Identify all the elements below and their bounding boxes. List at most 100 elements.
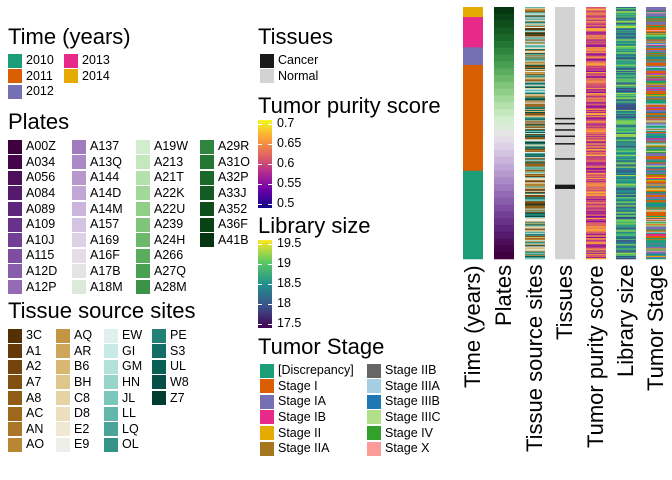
libsize-cell [616, 218, 636, 220]
tss-cell [525, 13, 545, 15]
tss-cell [525, 37, 545, 39]
tss-cell [525, 211, 545, 214]
tss-cell [525, 192, 545, 195]
plate-cell [494, 197, 514, 205]
legend-item: Stage IIIC [367, 409, 441, 426]
legend-key [56, 422, 70, 437]
libsize-cell [616, 113, 636, 115]
stage-cell [646, 65, 666, 68]
legend-title-time: Time (years) [8, 24, 131, 49]
libsize-cell [616, 81, 636, 83]
tss-cell [525, 101, 545, 103]
purity-cell [586, 115, 606, 117]
stage-cell [646, 137, 666, 139]
purity-cell [586, 238, 606, 240]
tss-cell [525, 88, 545, 91]
purity-cell [586, 45, 606, 48]
libsize-cell [616, 224, 636, 226]
purity-cell [586, 169, 606, 172]
purity-cell [586, 131, 606, 134]
tss-cell [525, 209, 545, 211]
tss-cell [525, 197, 545, 199]
track-label-purity: Tumor purity score [583, 265, 608, 448]
legend-item: A115 [8, 247, 54, 264]
tss-cell [525, 116, 545, 118]
tss-cell [525, 52, 545, 54]
tss-cell [525, 172, 545, 175]
libsize-cell [616, 188, 636, 190]
legend-key [104, 359, 118, 374]
tss-cell [525, 253, 545, 256]
tss-cell [525, 54, 545, 56]
legend-label: A00Z [26, 139, 56, 154]
tss-cell [525, 109, 545, 112]
legend-key [152, 344, 166, 359]
stage-cell [646, 129, 666, 132]
purity-cell [586, 82, 606, 84]
legend-key [56, 375, 70, 390]
legend-key [136, 233, 150, 248]
time-segment [463, 47, 483, 66]
libsize-cell [616, 199, 636, 201]
libsize-cell [616, 155, 636, 157]
legend-item: Stage X [367, 440, 429, 457]
legend-key [64, 69, 78, 84]
legend-label: A056 [26, 170, 56, 185]
tss-cell [525, 146, 545, 148]
stage-cell [646, 101, 666, 103]
legend-label: A109 [26, 217, 56, 232]
libsize-cell [616, 131, 636, 134]
libsize-cell [616, 178, 636, 180]
stage-cell [646, 190, 666, 193]
tss-cell [525, 112, 545, 114]
purity-cell [586, 53, 606, 55]
colorbar-tick [268, 204, 272, 205]
stage-cell [646, 125, 666, 127]
stage-cell [646, 10, 666, 12]
tss-cell [525, 30, 545, 32]
tss-cell [525, 252, 545, 255]
stage-cell [646, 118, 666, 120]
legend-key [8, 390, 22, 405]
stage-cell [646, 77, 666, 79]
purity-cell [586, 191, 606, 194]
libsize-cell [616, 189, 636, 192]
tissue-cancer [555, 129, 575, 131]
purity-cell [586, 97, 606, 99]
legend-item: A089 [8, 200, 55, 217]
purity-cell [586, 83, 606, 85]
purity-cell [586, 24, 606, 27]
purity-cell [586, 107, 606, 110]
legend-label: S3 [170, 343, 186, 358]
plate-cell [494, 34, 514, 42]
purity-cell [586, 170, 606, 173]
tss-cell [525, 85, 545, 88]
plate-cell [494, 13, 514, 21]
libsize-cell [616, 196, 636, 198]
libsize-cell [616, 204, 636, 206]
legend-key [260, 425, 274, 440]
plate-cell [494, 204, 514, 212]
purity-cell [586, 162, 606, 164]
libsize-cell [616, 205, 636, 207]
tss-cell [525, 39, 545, 41]
tss-cell [525, 171, 545, 174]
purity-cell [586, 59, 606, 61]
purity-cell [586, 19, 606, 21]
purity-cell [586, 209, 606, 211]
libsize-cell [616, 192, 636, 195]
libsize-cell [616, 19, 636, 21]
purity-cell [586, 213, 606, 216]
purity-cell [586, 211, 606, 214]
stage-cell [646, 222, 666, 224]
legend-key [64, 53, 78, 68]
legend-item: A18M [72, 278, 123, 295]
legend-label: A18M [90, 279, 123, 294]
legend-label: A2 [26, 359, 42, 374]
legend-key [56, 406, 70, 421]
purity-cell [586, 128, 606, 131]
purity-cell [586, 12, 606, 14]
libsize-cell [616, 40, 636, 42]
stage-cell [646, 231, 666, 234]
libsize-cell [616, 25, 636, 28]
